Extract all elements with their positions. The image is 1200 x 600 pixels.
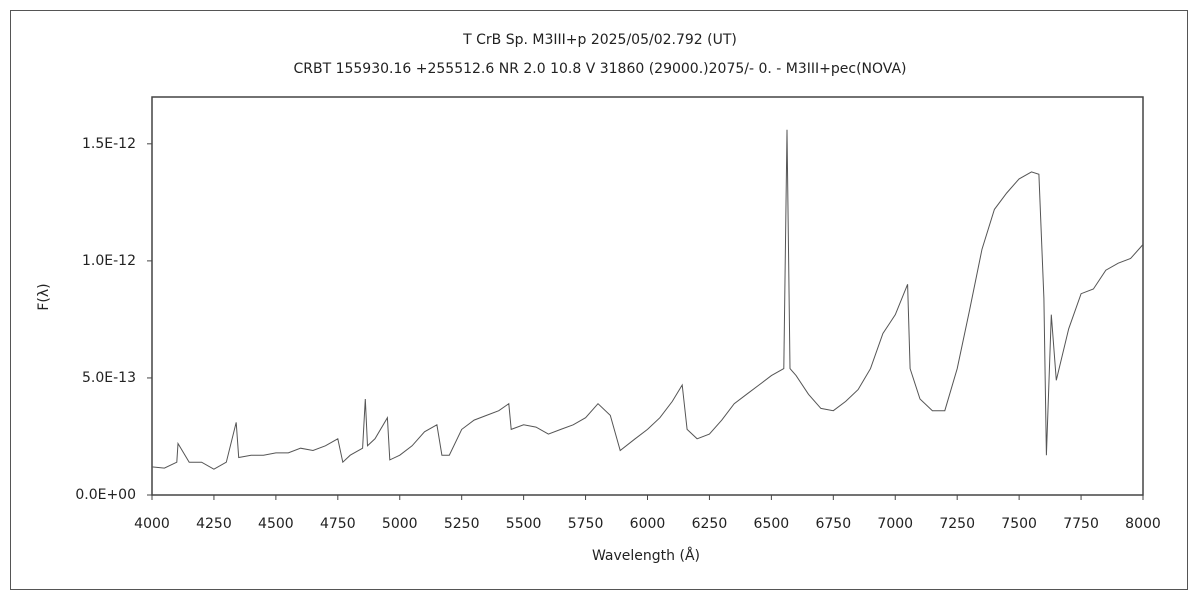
- x-tick-label: 6500: [754, 516, 790, 532]
- x-tick-label: 5500: [506, 516, 542, 532]
- y-tick-label: 1.5E-12: [82, 136, 136, 152]
- y-tick-label: 0.0E+00: [75, 487, 136, 503]
- y-tick-label: 5.0E-13: [82, 370, 136, 386]
- x-tick-label: 6000: [630, 516, 666, 532]
- y-tick-label: 1.0E-12: [82, 253, 136, 269]
- spectrum-line: [151, 129, 1144, 470]
- chart-subtitle: CRBT 155930.16 +255512.6 NR 2.0 10.8 V 3…: [293, 61, 906, 77]
- x-tick-label: 4500: [258, 516, 294, 532]
- frame: [10, 10, 1188, 590]
- x-tick-label: 4000: [134, 516, 170, 532]
- x-tick-label: 4750: [320, 516, 356, 532]
- x-tick-label: 5250: [444, 516, 480, 532]
- x-tick-label: 7750: [1063, 516, 1099, 532]
- chart-title: T CrB Sp. M3III+p 2025/05/02.792 (UT): [462, 32, 737, 48]
- x-axis-label: Wavelength (Å): [592, 547, 700, 564]
- x-tick-label: 7000: [877, 516, 913, 532]
- x-tick-label: 7500: [1001, 516, 1037, 532]
- x-tick-label: 5000: [382, 516, 418, 532]
- x-tick-label: 6250: [692, 516, 728, 532]
- x-tick-label: 7250: [939, 516, 975, 532]
- x-tick-label: 5750: [568, 516, 604, 532]
- x-tick-label: 6750: [815, 516, 851, 532]
- x-tick-label: 4250: [196, 516, 232, 532]
- x-tick-label: 8000: [1125, 516, 1161, 532]
- y-axis-label: F(λ): [36, 283, 52, 310]
